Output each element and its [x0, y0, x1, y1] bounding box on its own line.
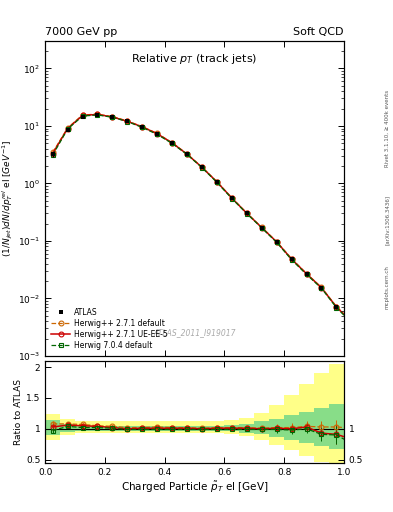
Text: ATLAS_2011_I919017: ATLAS_2011_I919017: [153, 328, 236, 337]
Text: 7000 GeV pp: 7000 GeV pp: [45, 27, 118, 37]
Text: mcplots.cern.ch: mcplots.cern.ch: [385, 265, 390, 309]
Legend: ATLAS, Herwig++ 2.7.1 default, Herwig++ 2.7.1 UE-EE-5, Herwig 7.0.4 default: ATLAS, Herwig++ 2.7.1 default, Herwig++ …: [49, 306, 170, 352]
X-axis label: Charged Particle $\tilde{p}_T$ el [GeV]: Charged Particle $\tilde{p}_T$ el [GeV]: [121, 480, 268, 495]
Text: Relative $p_T$ (track jets): Relative $p_T$ (track jets): [131, 52, 258, 66]
Text: Rivet 3.1.10, ≥ 400k events: Rivet 3.1.10, ≥ 400k events: [385, 90, 390, 166]
Text: [arXiv:1306.3436]: [arXiv:1306.3436]: [385, 195, 390, 245]
Y-axis label: $(1/N_{jet})dN/dp_T^{rel}$ el $[GeV^{-1}]$: $(1/N_{jet})dN/dp_T^{rel}$ el $[GeV^{-1}…: [1, 140, 15, 257]
Text: Soft QCD: Soft QCD: [294, 27, 344, 37]
Y-axis label: Ratio to ATLAS: Ratio to ATLAS: [14, 379, 23, 445]
